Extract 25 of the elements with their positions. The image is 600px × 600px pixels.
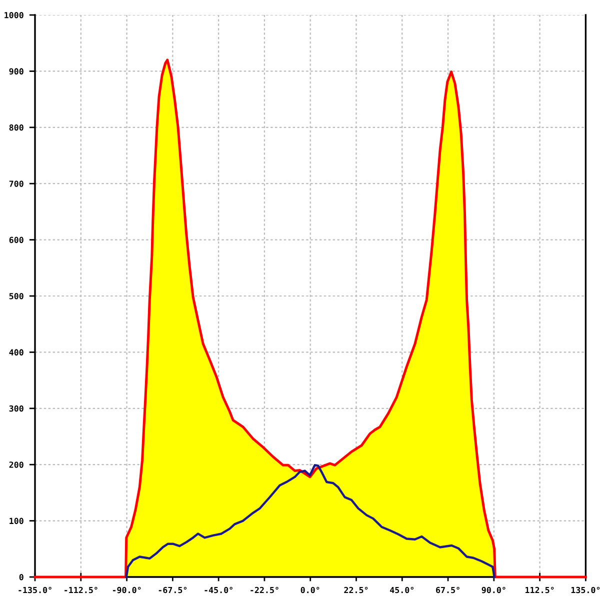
y-tick-label: 800: [9, 124, 24, 131]
x-tick-label: 112.5°: [526, 586, 554, 594]
x-tick-label: 45.0°: [390, 586, 414, 594]
x-tick-label: 90.0°: [482, 586, 506, 594]
y-tick-label: 600: [9, 236, 24, 244]
y-tick-label: 0: [19, 574, 24, 580]
line-series: [125, 464, 496, 578]
x-tick-label: 22.5°: [344, 586, 368, 594]
y-tick-label: 300: [9, 405, 24, 412]
x-tick-label: -112.5°: [64, 586, 98, 594]
x-tick-label: 135.0°: [571, 586, 600, 594]
y-tick-label: 500: [9, 292, 24, 300]
x-tick-label: 0.0°: [300, 586, 320, 594]
y-tick-label: 900: [9, 68, 24, 75]
y-tick-label: 1000: [4, 12, 24, 18]
x-tick-label: -90.0°: [112, 586, 141, 594]
x-tick-label: -22.5°: [250, 586, 278, 594]
y-tick-label: 200: [9, 462, 24, 468]
y-tick-label: 700: [9, 180, 24, 187]
x-tick-label: -135.0°: [18, 586, 52, 594]
x-tick-label: 67.5°: [436, 586, 460, 594]
x-tick-label: -45.0°: [204, 586, 232, 594]
y-tick-label: 400: [9, 349, 24, 356]
x-tick-label: -67.5°: [158, 586, 187, 594]
y-tick-label: 100: [10, 518, 24, 524]
